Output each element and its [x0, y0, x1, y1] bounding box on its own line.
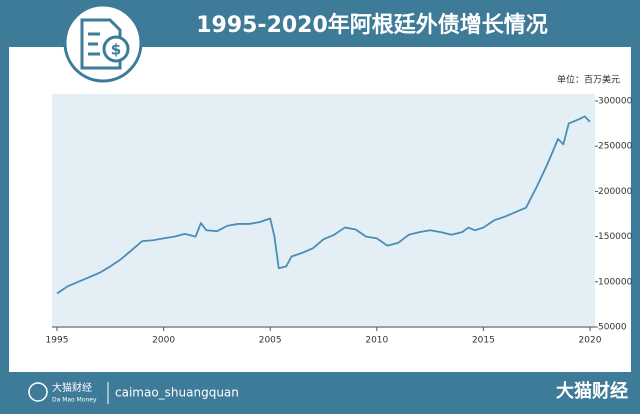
y-tick-label: 50000	[598, 323, 627, 333]
footer-account: caimao_shuangquan	[115, 386, 239, 400]
plot-area	[52, 94, 595, 328]
y-tick-label: 150000	[598, 232, 633, 242]
icon: $	[63, 3, 143, 83]
footer-logo-sub: Da Mao Money	[52, 397, 97, 404]
footer-logo: 大猫财经	[52, 381, 92, 394]
y-tick-label: 200000	[598, 187, 633, 197]
y-tick-label: 100000	[598, 277, 633, 287]
x-tick-label: 2010	[365, 336, 388, 346]
svg-text:$: $	[111, 41, 121, 59]
y-axis-label: 单位：百万美元	[557, 74, 620, 86]
y-tick-label: 250000	[598, 142, 633, 152]
x-tick-label: 2005	[259, 336, 282, 346]
footer: 大猫财经 Da Mao Money caimao_shuangquan 大猫财经	[28, 380, 628, 404]
chart-title: 1995-2020年阿根廷外债增长情况	[196, 12, 548, 38]
footer-brand: 大猫财经	[556, 380, 628, 402]
y-tick-label: 300000	[598, 97, 633, 107]
line	[56, 115, 591, 295]
x-tick-label: 2020	[579, 336, 602, 346]
x-tick-label: 2000	[152, 336, 175, 346]
x-tick-label: 2015	[472, 336, 495, 346]
x-tick-label: 1995	[46, 336, 69, 346]
